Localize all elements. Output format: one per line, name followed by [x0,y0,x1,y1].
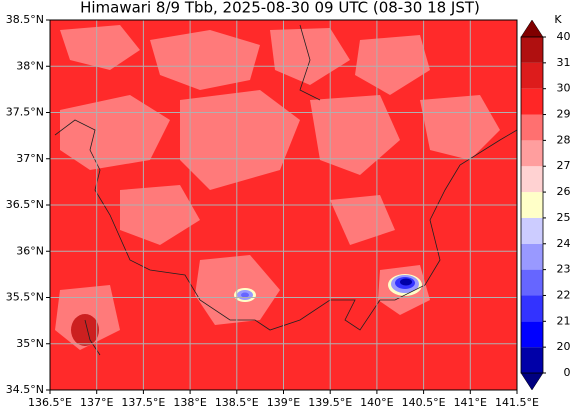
x-tick-label: 141.5°E [495,396,539,409]
colorbar-tick-label: 210 [557,314,571,327]
y-tick-label: 38.5°N [6,13,44,26]
y-tick-label: 37°N [16,152,44,165]
x-tick-label: 138°E [173,396,206,409]
colorbar-tick-label: 250 [557,211,571,224]
y-tick-label: 35°N [16,337,44,350]
colorbar-tick-label: 240 [557,237,571,250]
colorbar-tick-label: 220 [557,288,571,301]
colorbar-segment [521,88,543,115]
x-tick-label: 137°E [80,396,113,409]
colorbar-segment [521,243,543,270]
x-tick-label: 141°E [454,396,487,409]
colorbar-tick-label: 0 [564,366,571,379]
y-tick-label: 36°N [16,244,44,257]
colorbar-extend-under [520,372,544,391]
colorbar-segment [521,37,543,63]
colorbar-tick-label: 280 [557,133,571,146]
colorbar-segment [521,321,543,348]
chart-title: Himawari 8/9 Tbb, 2025-08-30 09 UTC (08-… [80,0,480,17]
colorbar-segment [521,269,543,296]
colorbar-tick-label: 270 [557,159,571,172]
warm-cloud-areas [55,25,500,350]
colorbar-segment [521,166,543,193]
y-tick-label: 34.5°N [6,383,44,396]
colorbar-segment [521,295,543,322]
x-tick-label: 138.5°E [215,396,259,409]
x-tick-label: 139.5°E [308,396,352,409]
colorbar-tick-label: 290 [557,108,571,121]
x-tick-label: 136.5°E [28,396,72,409]
y-tick-label: 35.5°N [6,291,44,304]
colorbar-segment [521,347,543,373]
colorbar-unit: K [554,13,562,26]
colorbar-segment [521,114,543,141]
y-tick-label: 36.5°N [6,198,44,211]
cold-cloud-areas [71,274,422,346]
colorbar-tick-label: 260 [557,185,571,198]
x-tick-label: 140.5°E [402,396,446,409]
colorbar-segment [521,192,543,218]
colorbar-segment [521,140,543,167]
colorbar-segment [521,62,543,89]
x-tick-label: 137.5°E [121,396,165,409]
colorbar-segment [521,217,543,244]
colorbar-tick-label: 230 [557,263,571,276]
y-tick-label: 38°N [16,59,44,72]
colorbar-tick-label: 200 [557,340,571,353]
colorbar-tick-label: 310 [557,56,571,69]
x-tick-label: 140°E [360,396,393,409]
x-tick-label: 139°E [267,396,300,409]
colorbar-frame [520,36,544,374]
colorbar-tick-label: 400 [557,30,571,43]
colorbar-extend-over [520,19,544,38]
colorbar-tick-label: 300 [557,82,571,95]
y-tick-label: 37.5°N [6,106,44,119]
